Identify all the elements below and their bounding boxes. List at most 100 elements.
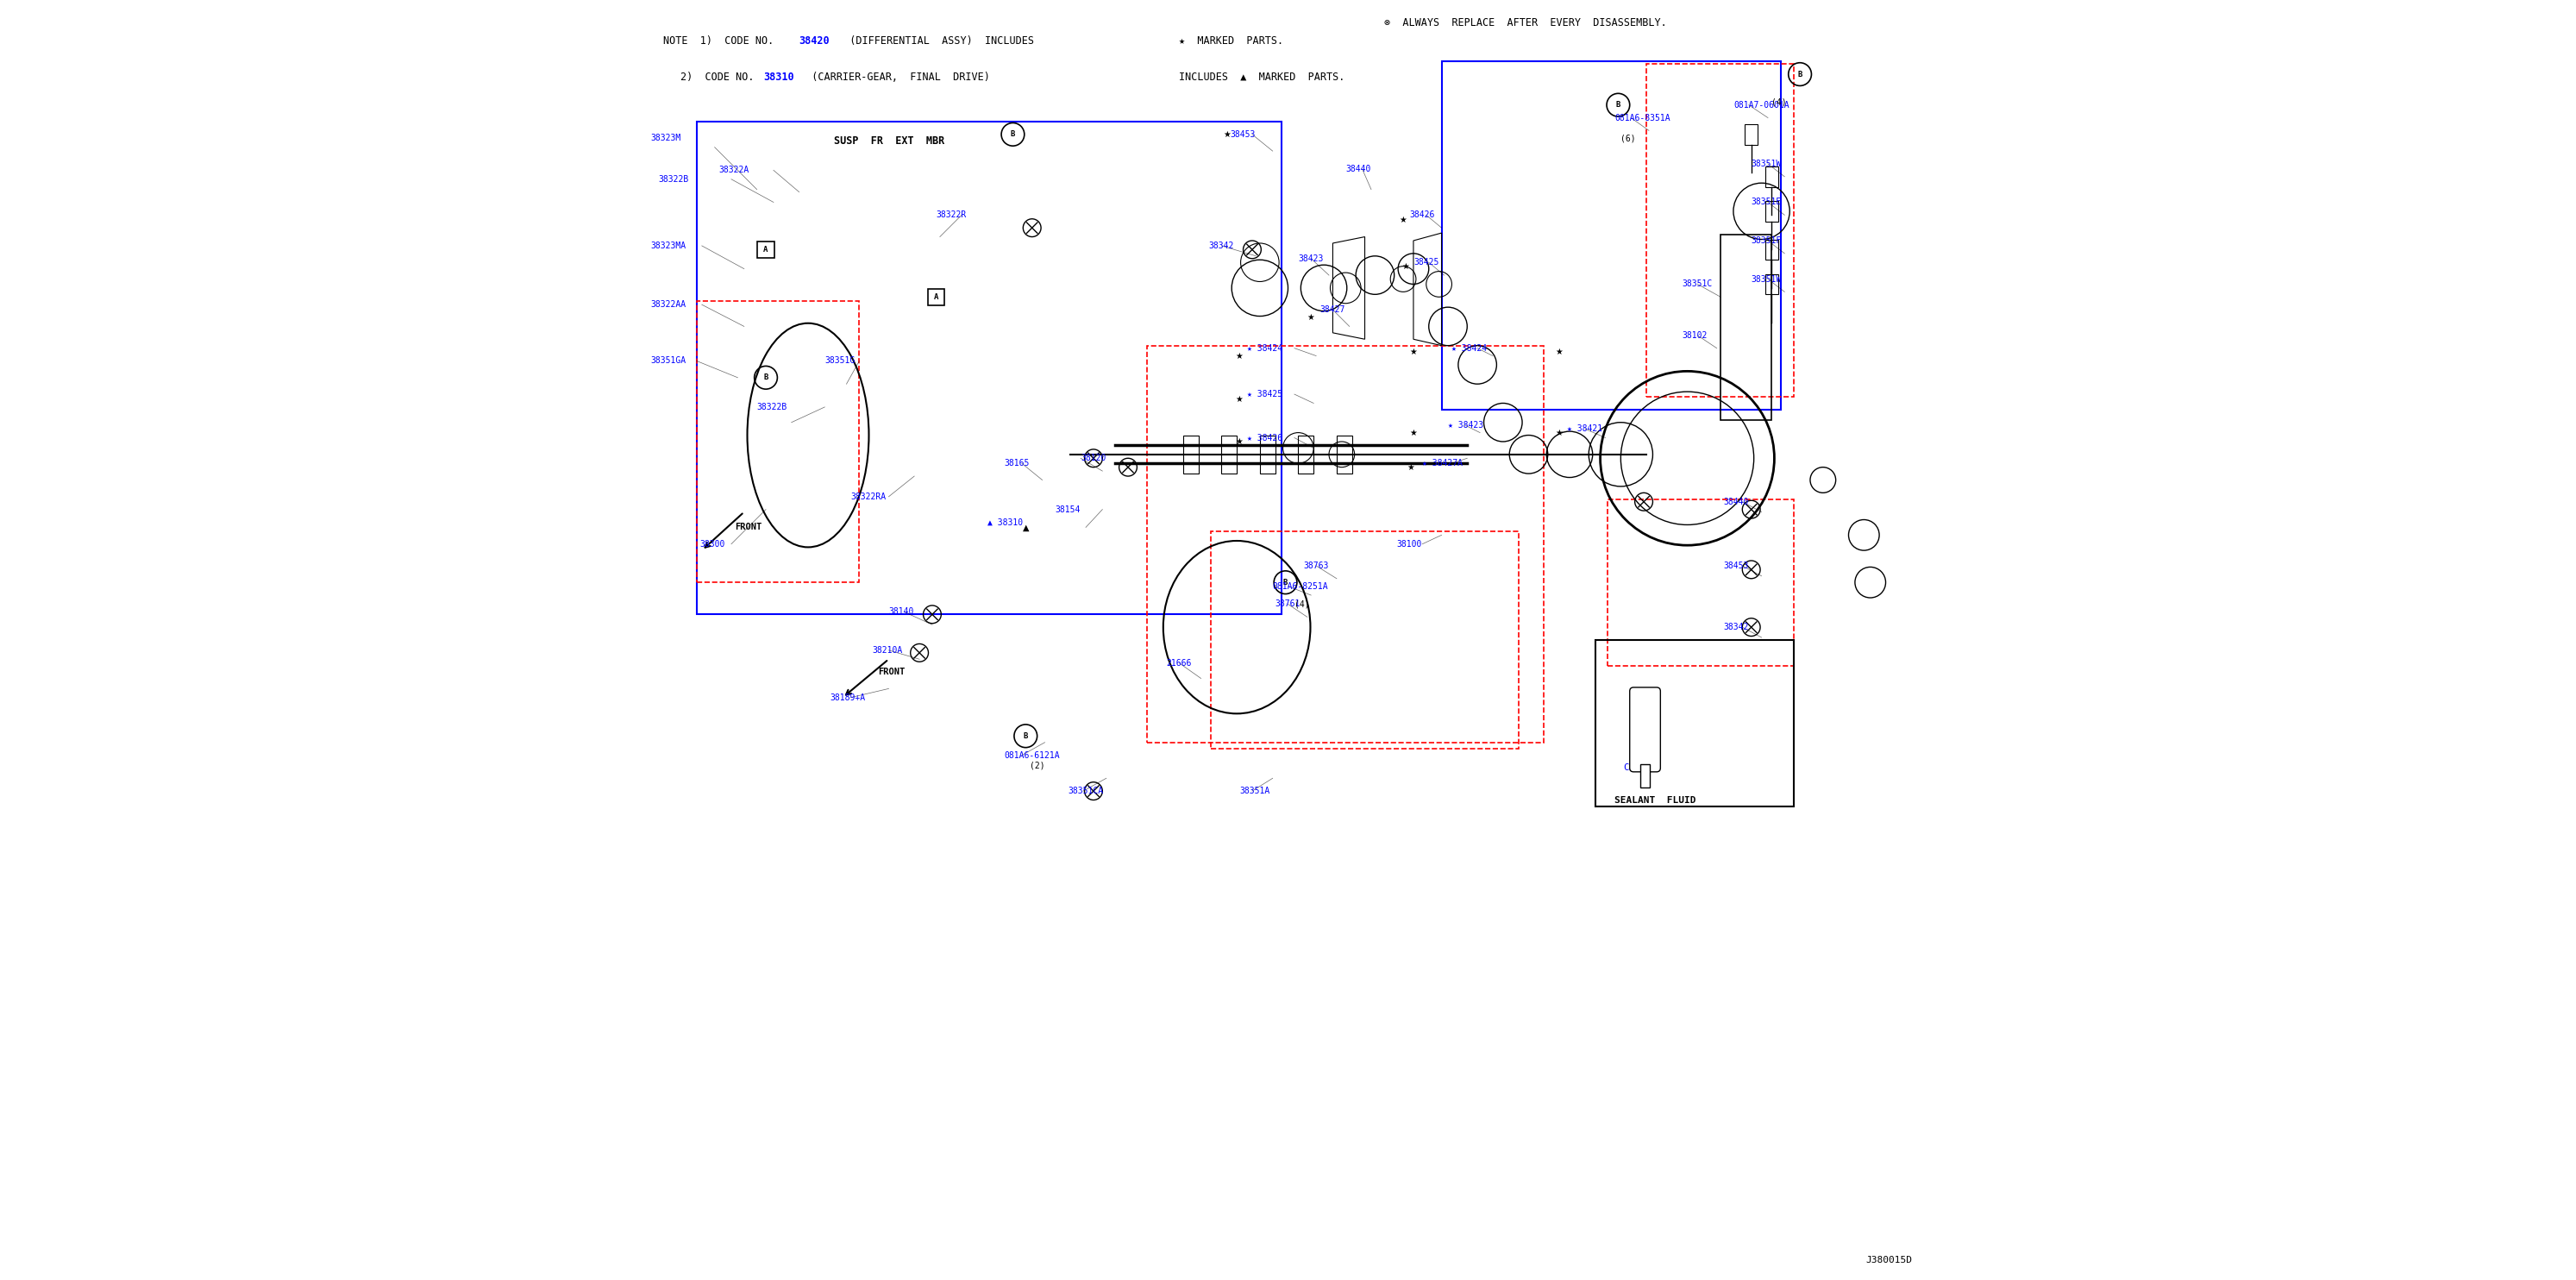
Bar: [1646, 64, 1793, 397]
Text: 38351GA: 38351GA: [652, 357, 685, 365]
Text: 38351W: 38351W: [1752, 275, 1783, 283]
Text: J380015D: J380015D: [1865, 1256, 1911, 1265]
Text: (6): (6): [1620, 134, 1636, 142]
Text: 38323MA: 38323MA: [652, 242, 685, 250]
Text: ★: ★: [1556, 348, 1564, 356]
Text: 38763: 38763: [1303, 562, 1329, 570]
Text: 38322B: 38322B: [659, 175, 688, 183]
Bar: [1298, 435, 1314, 474]
Text: ★: ★: [1224, 131, 1231, 138]
Bar: [1337, 435, 1352, 474]
Text: 38322A: 38322A: [719, 166, 750, 174]
Text: SEALANT  FLUID: SEALANT FLUID: [1615, 796, 1695, 804]
Text: B: B: [1023, 732, 1028, 740]
Text: B: B: [1798, 70, 1803, 78]
Text: 38425: 38425: [1414, 259, 1440, 266]
Text: ★ 38423: ★ 38423: [1448, 421, 1484, 429]
Text: 38351G: 38351G: [824, 357, 855, 365]
Text: ⊗  ALWAYS  REPLACE  AFTER  EVERY  DISASSEMBLY.: ⊗ ALWAYS REPLACE AFTER EVERY DISASSEMBLY…: [1383, 18, 1667, 28]
Bar: [1182, 435, 1198, 474]
Text: 38761: 38761: [1275, 600, 1301, 608]
Text: 38426: 38426: [1409, 211, 1435, 219]
Text: 081A6-8251A: 081A6-8251A: [1273, 582, 1329, 590]
Text: ★ 38421: ★ 38421: [1566, 425, 1602, 433]
Text: 38453: 38453: [1723, 562, 1749, 570]
Text: 21666: 21666: [1167, 659, 1193, 667]
Text: B: B: [1283, 579, 1288, 586]
Text: 38351F: 38351F: [1752, 237, 1783, 244]
Text: 38322B: 38322B: [757, 403, 788, 411]
Text: ★ 38425: ★ 38425: [1247, 390, 1283, 398]
Bar: [1607, 499, 1793, 666]
Text: 38310: 38310: [762, 72, 793, 82]
Text: 38351C: 38351C: [1682, 280, 1713, 288]
Text: 38210A: 38210A: [873, 646, 902, 654]
Bar: [696, 301, 860, 582]
Text: B: B: [1010, 131, 1015, 138]
Text: B: B: [762, 374, 768, 381]
Text: C8320M: C8320M: [1623, 764, 1656, 772]
Text: 38453: 38453: [1231, 131, 1255, 138]
Bar: [1765, 239, 1777, 260]
Bar: [1595, 640, 1793, 806]
Text: 38342: 38342: [1723, 623, 1749, 631]
Bar: [927, 289, 945, 305]
Text: 38351A: 38351A: [1239, 787, 1270, 795]
FancyBboxPatch shape: [1631, 687, 1662, 772]
Text: NOTE  1)  CODE NO.: NOTE 1) CODE NO.: [665, 36, 786, 46]
Text: INCLUDES  ▲  MARKED  PARTS.: INCLUDES ▲ MARKED PARTS.: [1180, 72, 1345, 82]
Bar: [757, 242, 775, 259]
Text: 081A6-8351A: 081A6-8351A: [1615, 114, 1669, 122]
Text: 38154: 38154: [1056, 506, 1079, 513]
Bar: [1146, 346, 1543, 742]
Bar: [1641, 764, 1651, 787]
Text: (2): (2): [1030, 762, 1046, 769]
Text: 38342: 38342: [1208, 242, 1234, 250]
Text: FRONT: FRONT: [878, 667, 904, 676]
Text: ★ 38426: ★ 38426: [1247, 434, 1283, 442]
Bar: [1765, 201, 1777, 221]
Text: 38300: 38300: [698, 540, 724, 548]
Text: 38351W: 38351W: [1752, 160, 1783, 168]
Text: 38351CA: 38351CA: [1069, 787, 1103, 795]
Text: 38440: 38440: [1345, 165, 1370, 173]
Text: 38420: 38420: [799, 36, 829, 46]
Text: 38140: 38140: [889, 608, 914, 616]
Text: 081A6-6121A: 081A6-6121A: [1005, 751, 1059, 759]
Text: 38322R: 38322R: [935, 211, 966, 219]
Text: FRONT: FRONT: [734, 522, 762, 531]
Text: 38120: 38120: [1082, 454, 1105, 462]
Text: ★: ★: [1409, 348, 1417, 356]
Text: ★ 38424: ★ 38424: [1247, 344, 1283, 352]
Text: (CARRIER-GEAR,  FINAL  DRIVE): (CARRIER-GEAR, FINAL DRIVE): [799, 72, 989, 82]
Bar: [1221, 435, 1236, 474]
Text: (4): (4): [1293, 600, 1309, 608]
Text: B: B: [1615, 101, 1620, 109]
Text: 38440: 38440: [1723, 498, 1749, 506]
Bar: [1211, 531, 1517, 749]
Text: 38322RA: 38322RA: [850, 493, 886, 500]
Text: (4): (4): [1772, 99, 1788, 106]
Text: 081A7-0601A: 081A7-0601A: [1734, 101, 1790, 109]
Text: ★ 38424: ★ 38424: [1453, 344, 1486, 352]
Text: 38427: 38427: [1319, 306, 1345, 314]
Text: ★: ★: [1236, 438, 1244, 445]
Text: ★  MARKED  PARTS.: ★ MARKED PARTS.: [1180, 36, 1283, 46]
Text: (DIFFERENTIAL  ASSY)  INCLUDES: (DIFFERENTIAL ASSY) INCLUDES: [837, 36, 1033, 46]
Text: 38351E: 38351E: [1752, 198, 1783, 206]
Text: ★: ★: [1306, 314, 1314, 321]
Text: ▲: ▲: [1023, 524, 1028, 531]
Text: ★: ★: [1399, 216, 1406, 224]
Text: ★: ★: [1556, 429, 1564, 436]
Text: ★: ★: [1236, 352, 1244, 360]
Bar: [1744, 124, 1757, 145]
Bar: [1443, 61, 1780, 410]
Text: 38423: 38423: [1298, 255, 1324, 262]
Bar: [1260, 435, 1275, 474]
Text: SUSP  FR  EXT  MBR: SUSP FR EXT MBR: [835, 136, 945, 146]
Text: A: A: [762, 246, 768, 253]
Text: ★ 38427A: ★ 38427A: [1422, 460, 1463, 467]
Text: ▲ 38310: ▲ 38310: [987, 518, 1023, 526]
Text: 38323M: 38323M: [652, 134, 680, 142]
Text: A: A: [933, 293, 938, 301]
